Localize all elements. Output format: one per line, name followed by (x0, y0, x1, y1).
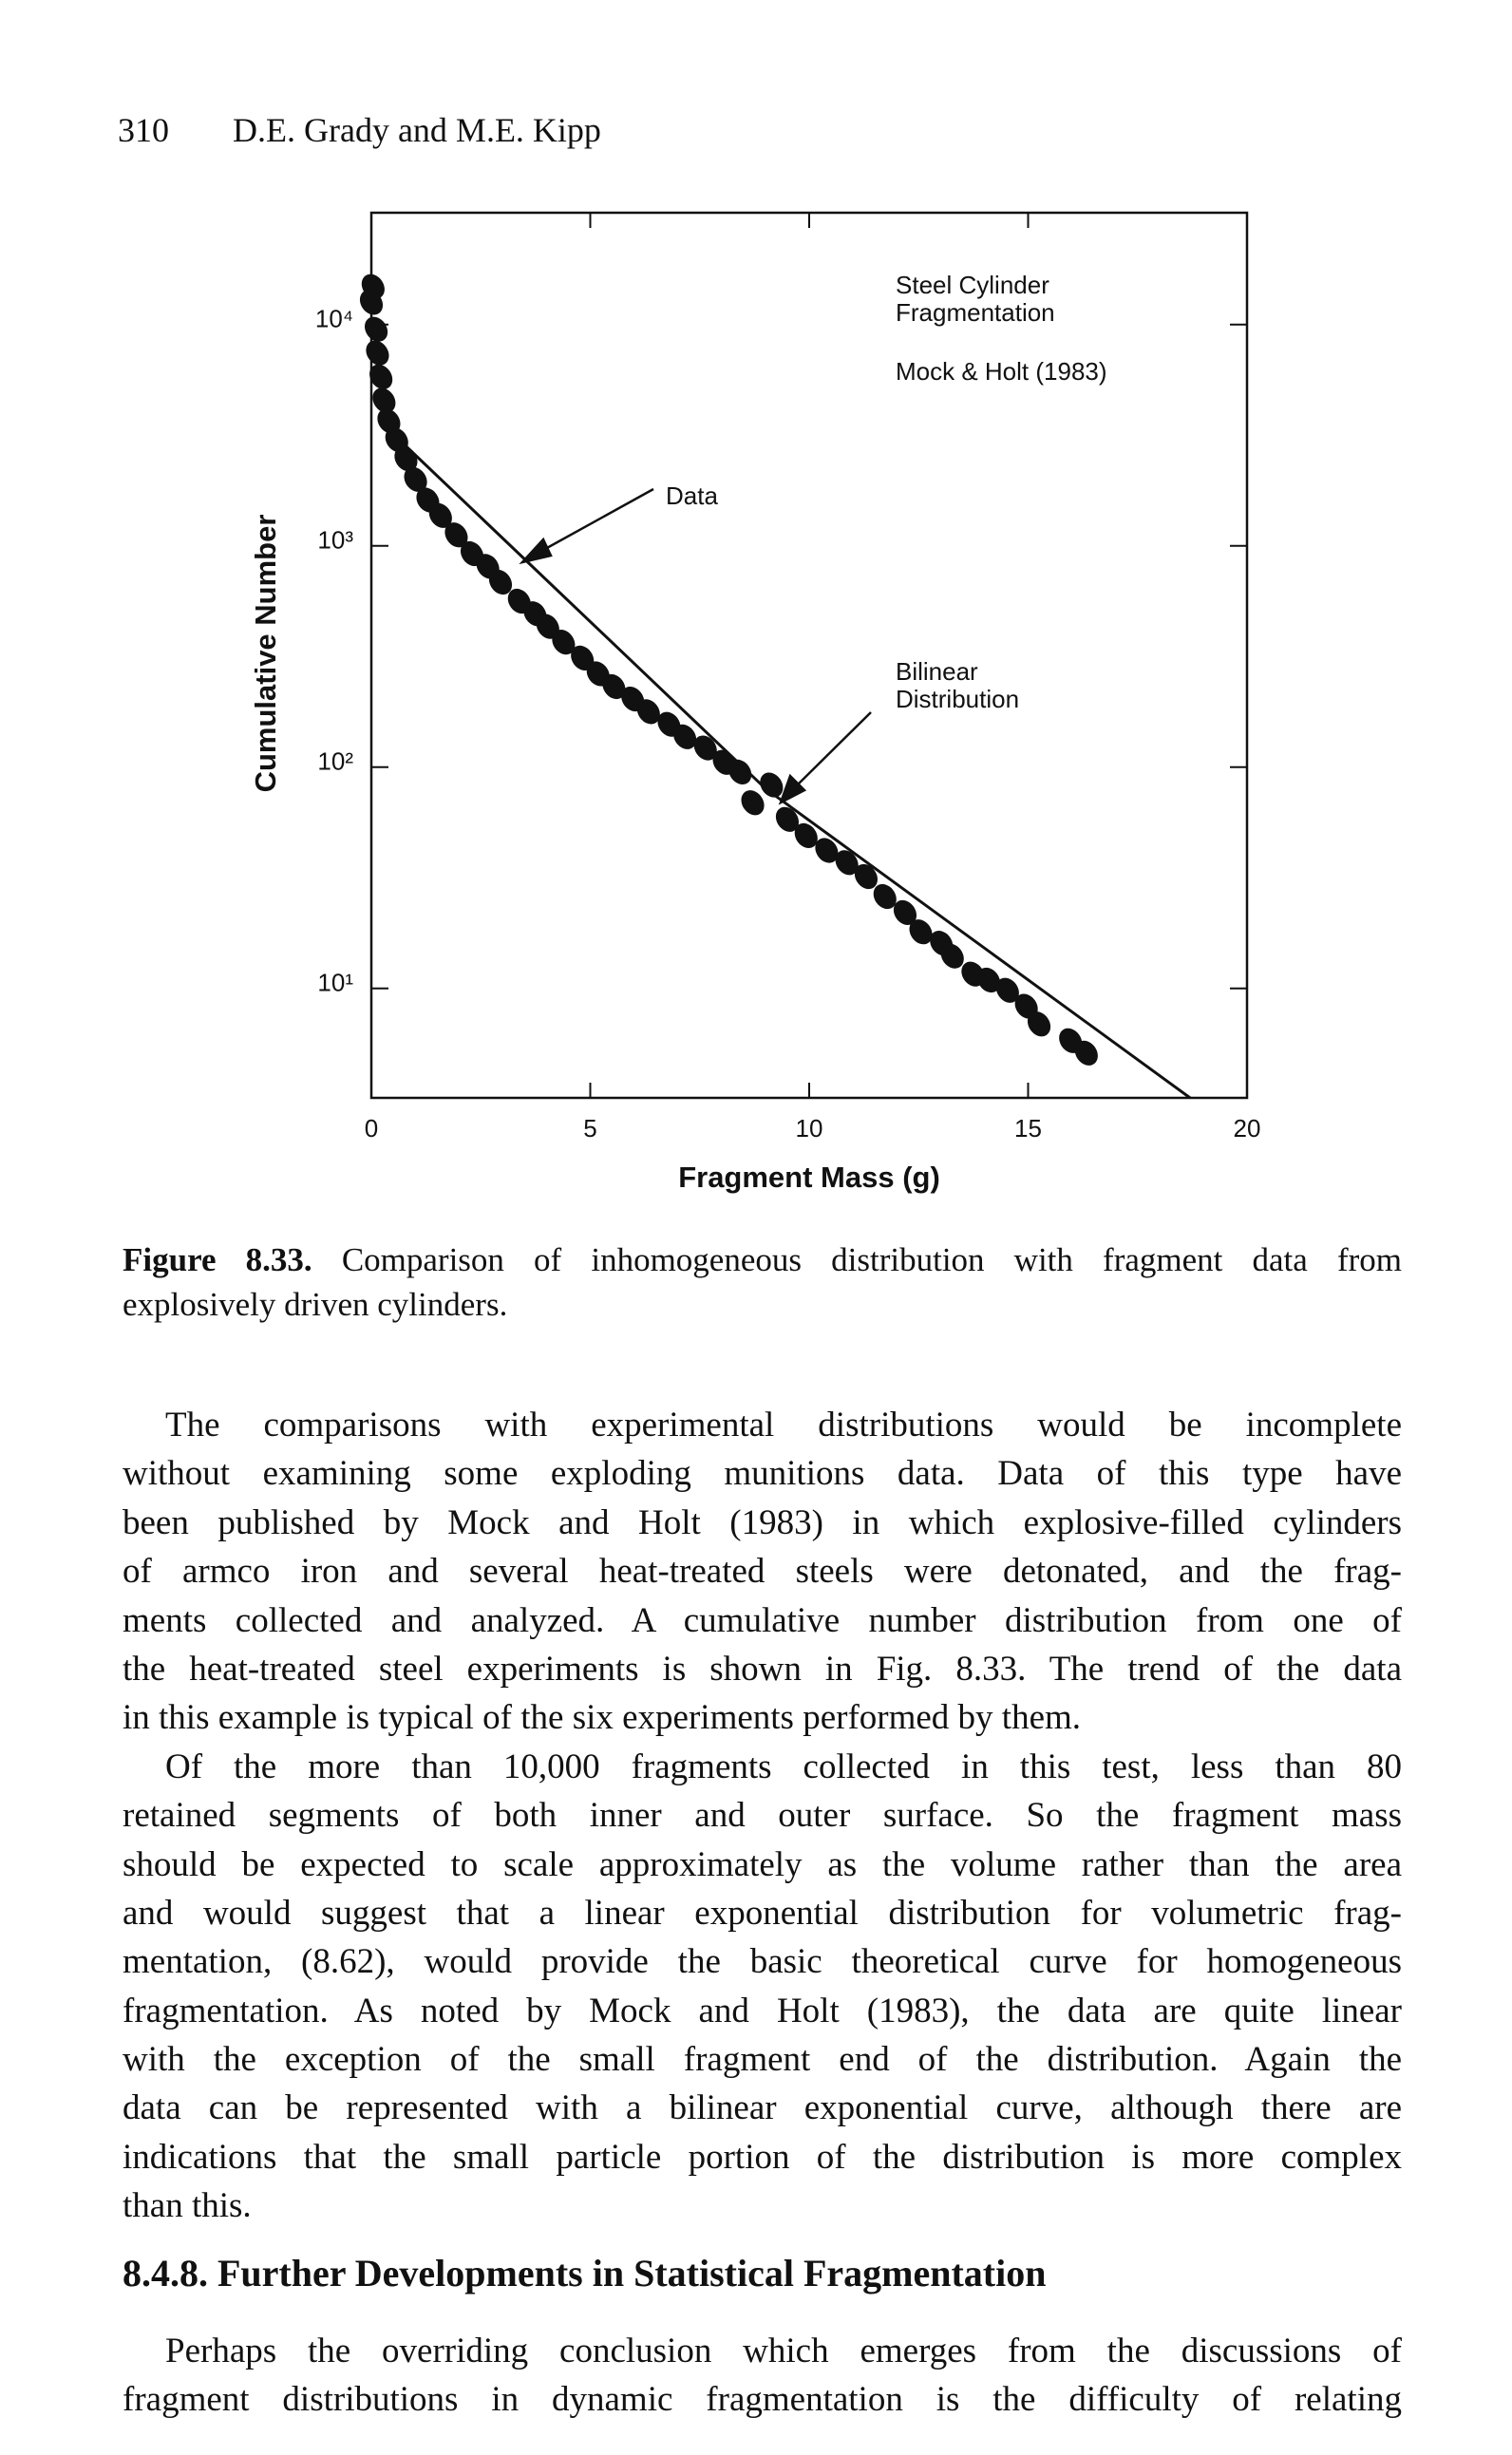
data-point (976, 967, 1001, 993)
annotation: Data (666, 482, 718, 510)
text-line: data can be represented with a bilinear … (123, 2088, 1402, 2128)
x-axis-label: Fragment Mass (g) (678, 1161, 940, 1194)
data-point (873, 883, 897, 910)
data-point (404, 466, 427, 492)
page-number: 310 (118, 111, 169, 149)
y-tick-label: 10² (317, 747, 353, 776)
text-line: fragmentation. As noted by Mock and Holt… (123, 1991, 1402, 2030)
data-point (366, 340, 389, 366)
x-tick-label: 5 (583, 1114, 596, 1143)
arrows (519, 487, 872, 805)
x-tick-label: 15 (1014, 1114, 1042, 1143)
text-line: and would suggest that a linear exponent… (123, 1893, 1402, 1933)
text-line: of armco iron and several heat-treated s… (123, 1552, 1402, 1592)
fit-line (392, 432, 1191, 1098)
text-line: indications that the small particle port… (123, 2137, 1402, 2177)
caption-line: explosively driven cylinders. (123, 1286, 508, 1323)
data-point (995, 977, 1019, 1003)
data-point (372, 387, 396, 413)
data-point (775, 806, 800, 832)
data-point (854, 863, 878, 890)
text-line: ments collected and analyzed. A cumulati… (123, 1600, 1402, 1640)
data-point (1014, 993, 1038, 1019)
data-point (760, 772, 784, 798)
text-line: retained segments of both inner and oute… (123, 1796, 1402, 1836)
x-tick-label: 10 (796, 1114, 823, 1143)
text-line: Of the more than 10,000 fragments collec… (165, 1747, 1402, 1786)
body-text: Perhaps the overriding conclusion which … (123, 2327, 1402, 2425)
data-point (909, 919, 933, 945)
data-point (444, 522, 468, 548)
annotation: Bilinear (896, 657, 978, 686)
arrow-line (536, 487, 654, 556)
data-point (741, 790, 765, 816)
data-point (536, 614, 559, 639)
arrow-head (519, 537, 553, 565)
caption-label: Figure 8.33. (123, 1241, 312, 1278)
y-tick-label: 10³ (317, 526, 353, 555)
text-line: in this example is typical of the six ex… (123, 1698, 1082, 1738)
caption-text: Comparison of inhomogeneous distribution… (341, 1241, 1402, 1278)
section-heading: 8.4.8. Further Developments in Statistic… (123, 2252, 1047, 2294)
data-point (365, 316, 388, 342)
data-point (571, 645, 595, 670)
data-point (693, 735, 717, 761)
running-head: D.E. Grady and M.E. Kipp (233, 111, 601, 149)
data-point (893, 899, 917, 926)
data-point (552, 630, 576, 655)
data-point (673, 724, 697, 749)
text-line: Perhaps the overriding conclusion which … (165, 2332, 1402, 2370)
data-point (815, 838, 839, 863)
y-tick-label: 10⁴ (315, 305, 353, 333)
text-line: with the exception of the small fragment… (123, 2040, 1402, 2080)
data-point (1027, 1011, 1051, 1037)
caption-line: Figure 8.33. Comparison of inhomogeneous… (123, 1237, 1402, 1282)
annotation: Distribution (896, 685, 1019, 713)
data-point (488, 569, 513, 595)
data-point (428, 502, 452, 528)
arrow-head (778, 773, 807, 805)
arrow-line (791, 711, 872, 791)
data-point (940, 943, 964, 969)
data-point (835, 850, 859, 876)
annotation: Fragmentation (896, 298, 1055, 327)
data-point (385, 427, 408, 453)
data-point (794, 822, 818, 848)
y-tick-label: 10¹ (317, 969, 353, 997)
data-point (602, 673, 626, 700)
text-line: should be expected to scale approximatel… (123, 1844, 1402, 1884)
figure-caption: Figure 8.33. Comparison of inhomogeneous… (123, 1237, 1402, 1327)
text-line: been published by Mock and Holt (1983) i… (123, 1502, 1402, 1542)
text-line: the heat-treated steel experiments is sh… (123, 1649, 1402, 1689)
annotation: Steel Cylinder (896, 271, 1049, 299)
data-point (369, 364, 393, 389)
text-line: without examining some exploding munitio… (123, 1454, 1402, 1494)
chart: Cumulative Number Fragment Mass (g) Stee… (249, 211, 1261, 1194)
plot-frame (369, 211, 1249, 1100)
text-line: mentation, (8.62), would provide the bas… (123, 1942, 1402, 1982)
x-tick-label: 0 (365, 1114, 378, 1143)
x-tick-label: 20 (1234, 1114, 1261, 1143)
data-point (1074, 1040, 1098, 1066)
text-line: fragment distributions in dynamic fragme… (123, 2380, 1402, 2420)
text-line: than this. (123, 2186, 252, 2226)
annotation: Mock & Holt (1983) (896, 357, 1107, 386)
data-point (728, 759, 752, 784)
data-point (636, 699, 660, 725)
data-point (377, 408, 401, 434)
data-point (359, 290, 384, 315)
text-line: The comparisons with experimental distri… (165, 1406, 1402, 1445)
y-axis-label: Cumulative Number (249, 515, 282, 793)
body-text: The comparisons with experimental distri… (123, 1401, 1402, 2231)
